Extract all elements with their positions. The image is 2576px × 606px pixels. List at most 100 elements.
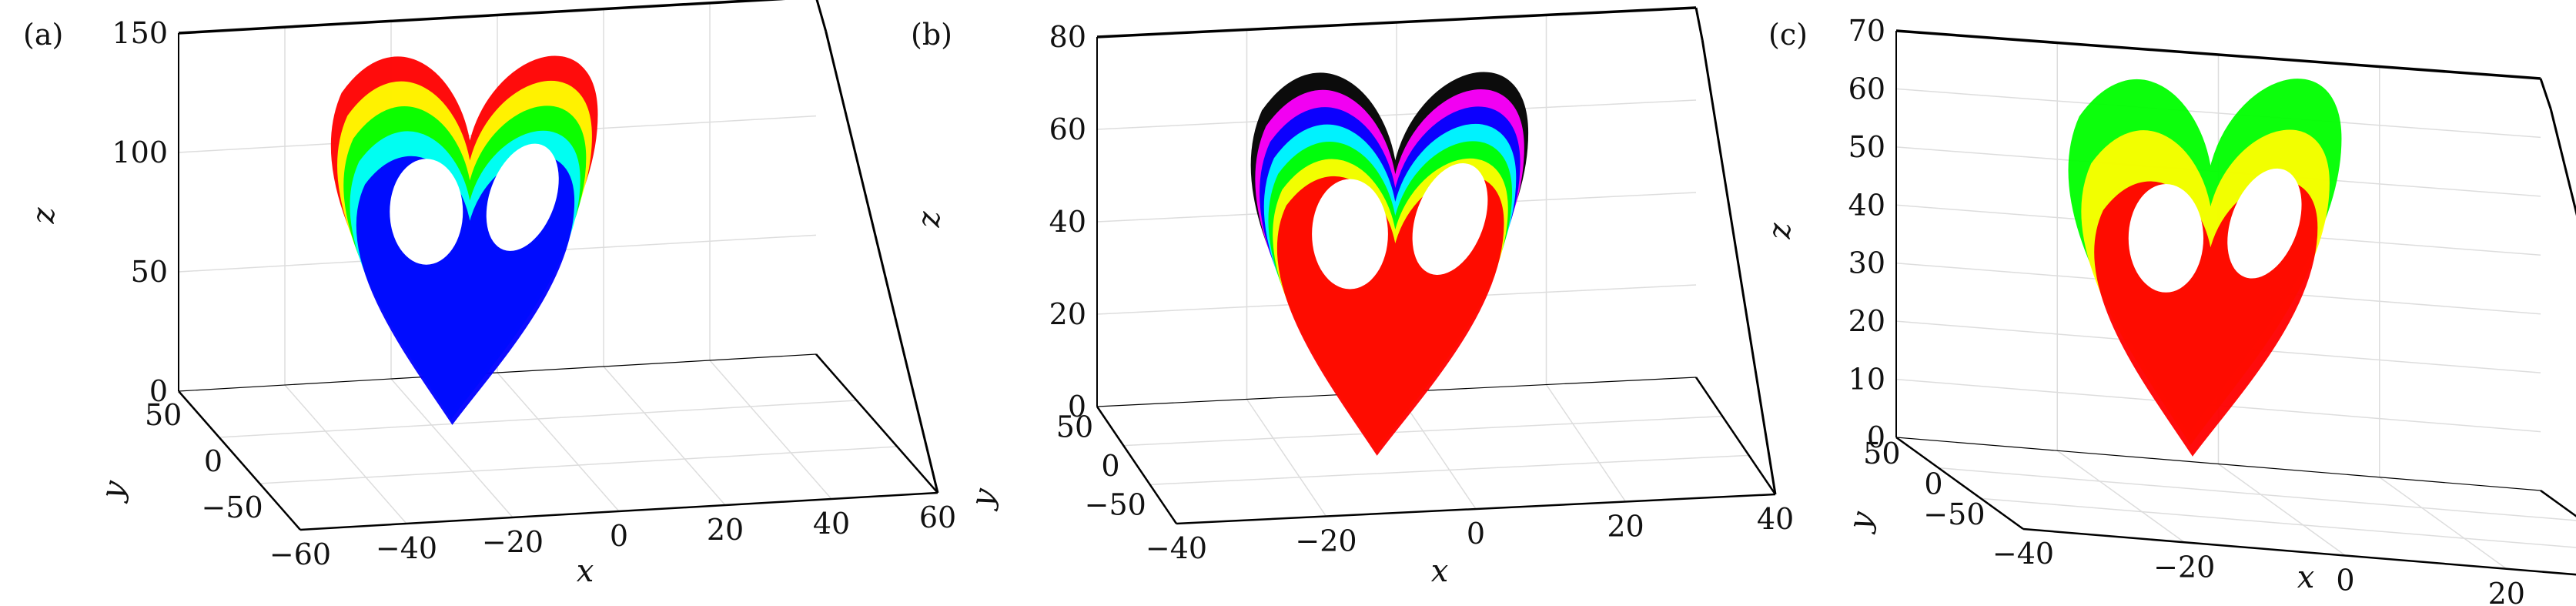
grid-line bbox=[497, 372, 620, 512]
y-axis-label: y bbox=[94, 476, 133, 504]
back-top-right bbox=[1694, 7, 1704, 41]
axis-frame bbox=[178, 0, 939, 531]
z-tick-label: 30 bbox=[1848, 246, 1885, 280]
z-axis-label: z bbox=[26, 207, 62, 225]
z-tick-label: 150 bbox=[112, 16, 168, 50]
x-tick-label: 40 bbox=[1757, 502, 1794, 536]
z-tick-label: 20 bbox=[1848, 304, 1885, 338]
z-tick-label: 50 bbox=[131, 255, 168, 289]
z-tick-label: 0 bbox=[1867, 420, 1885, 454]
y-axis-label: y bbox=[1842, 507, 1881, 535]
y-tick-label: 0 bbox=[1101, 449, 1119, 483]
top-edge bbox=[1895, 29, 2541, 80]
x-tick-label: 0 bbox=[2336, 564, 2354, 598]
y-tick-label: 0 bbox=[1924, 467, 1942, 501]
x-tick-label: 0 bbox=[610, 519, 628, 553]
grid-line bbox=[1149, 454, 1749, 486]
grid-line bbox=[1980, 497, 2576, 548]
x-tick-label: −20 bbox=[1295, 524, 1357, 558]
x-tick-label: 20 bbox=[1607, 510, 1644, 544]
x-tick-label: −40 bbox=[1146, 531, 1207, 565]
panel-label: (b) bbox=[911, 18, 952, 52]
grid-line bbox=[284, 384, 407, 524]
y-axis-line bbox=[1895, 436, 2024, 531]
z-tick-label: 50 bbox=[1848, 130, 1885, 164]
y-tick-label: 0 bbox=[204, 444, 222, 478]
z-axis-label: z bbox=[1762, 223, 1798, 240]
floor-right-edge bbox=[815, 353, 938, 494]
grid-line bbox=[1938, 467, 2576, 521]
grid-line bbox=[2379, 477, 2507, 570]
x-axis-line bbox=[1176, 493, 1776, 525]
axis-frame bbox=[1895, 29, 2576, 576]
right-vertical-edge bbox=[1701, 39, 1777, 495]
x-axis-line bbox=[299, 491, 938, 531]
grid-line bbox=[219, 400, 857, 438]
y-axis-label: y bbox=[964, 484, 1003, 512]
trajectory-group bbox=[1250, 72, 1529, 456]
y-axis-line bbox=[178, 390, 301, 531]
y-tick-label: −50 bbox=[1085, 488, 1146, 522]
grid-line bbox=[259, 446, 898, 484]
z-axis-label: z bbox=[912, 211, 947, 229]
top-edge bbox=[178, 0, 786, 35]
lobe-hole-right bbox=[1412, 163, 1488, 275]
grid-line bbox=[2056, 450, 2185, 543]
x-tick-label: 0 bbox=[1467, 517, 1485, 551]
x-tick-label: 60 bbox=[919, 501, 956, 534]
grid-line bbox=[1123, 415, 1723, 447]
x-axis-label: x bbox=[577, 554, 594, 589]
z-tick-label: 100 bbox=[112, 136, 168, 169]
grid-line bbox=[2218, 463, 2346, 557]
trajectory-group bbox=[330, 55, 598, 425]
z-tick-label: 70 bbox=[1848, 14, 1885, 48]
lobe-hole-left bbox=[390, 159, 463, 265]
z-tick-label: 40 bbox=[1848, 188, 1885, 222]
lobe-hole-left bbox=[2128, 184, 2204, 293]
grid-line bbox=[603, 366, 726, 506]
grid-line bbox=[1246, 399, 1327, 517]
x-tick-label: −20 bbox=[2153, 550, 2215, 584]
y-axis-line bbox=[1096, 406, 1178, 524]
z-tick-label: 60 bbox=[1049, 112, 1086, 146]
x-tick-label: 40 bbox=[813, 507, 850, 541]
z-tick-label: 0 bbox=[149, 374, 168, 408]
y-tick-label: −50 bbox=[201, 490, 263, 524]
lobe-hole-right bbox=[2227, 168, 2302, 279]
z-tick-label: 60 bbox=[1848, 72, 1885, 105]
top-edge bbox=[1096, 6, 1697, 39]
x-tick-label: −60 bbox=[269, 537, 331, 571]
floor-back-edge bbox=[1895, 437, 2541, 491]
panel-label: (a) bbox=[23, 18, 63, 52]
right-vertical-edge bbox=[825, 31, 939, 494]
back-top-right bbox=[2539, 78, 2552, 109]
x-axis-line bbox=[2022, 527, 2576, 576]
z-tick-label: 40 bbox=[1049, 205, 1086, 239]
x-tick-label: −40 bbox=[1992, 537, 2054, 571]
z-tick-label: 20 bbox=[1049, 297, 1086, 331]
x-tick-label: 20 bbox=[707, 513, 744, 547]
grid-line bbox=[709, 360, 832, 500]
z-tick-label: 10 bbox=[1848, 363, 1885, 397]
panel-label: (c) bbox=[1768, 18, 1808, 52]
right-vertical-edge bbox=[2549, 109, 2576, 216]
grid-line bbox=[1545, 384, 1627, 502]
z-tick-label: 80 bbox=[1049, 20, 1086, 54]
x-tick-label: −20 bbox=[482, 525, 544, 559]
lobe-hole-left bbox=[1312, 179, 1388, 290]
x-tick-label: −40 bbox=[376, 531, 437, 565]
x-axis-label: x bbox=[1431, 554, 1449, 589]
z-tick-label: 0 bbox=[1068, 390, 1086, 424]
lobe-hole-right bbox=[486, 143, 559, 251]
y-tick-label: 50 bbox=[145, 398, 182, 432]
y-tick-label: 50 bbox=[1056, 410, 1093, 444]
y-tick-label: 50 bbox=[1863, 437, 1900, 470]
y-tick-label: −50 bbox=[1923, 497, 1985, 531]
floor-right-edge bbox=[1694, 377, 1777, 495]
